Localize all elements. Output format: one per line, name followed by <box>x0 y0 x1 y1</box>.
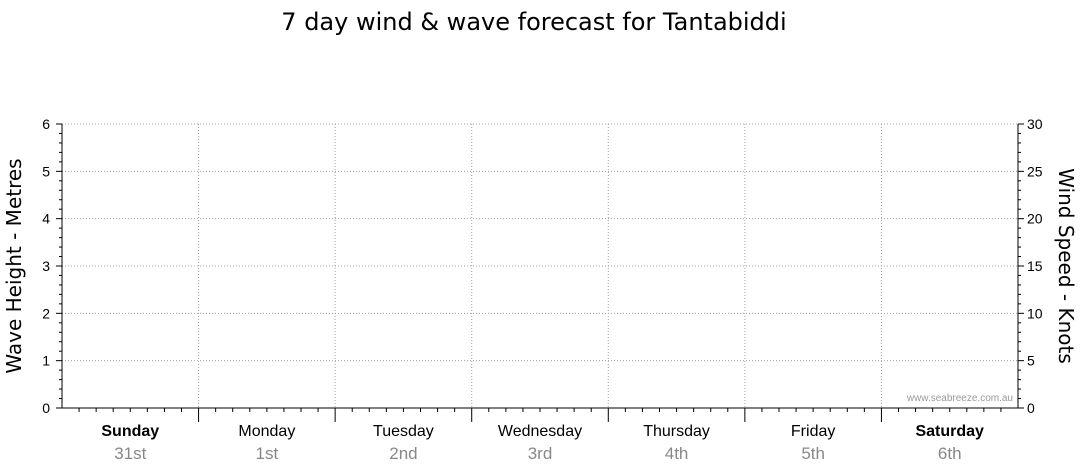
day-name-label: Saturday <box>915 423 984 440</box>
day-name-label: Tuesday <box>373 423 434 440</box>
y-axis-right-label: Wind Speed - Knots <box>1054 168 1078 364</box>
y-right-tick-label: 20 <box>1027 211 1043 227</box>
day-date-label: 31st <box>114 444 146 463</box>
y-right-tick-label: 5 <box>1027 353 1035 369</box>
day-name-label: Monday <box>238 423 295 440</box>
y-left-tick-label: 1 <box>42 353 50 369</box>
grid <box>62 123 1018 408</box>
day-labels: Sunday 31st Monday 1st Tuesday 2nd Wednesday 3r… <box>101 423 984 463</box>
y-left-tick-label: 3 <box>42 258 50 274</box>
day-date-label: 6th <box>938 444 962 463</box>
day-date-label: 3rd <box>528 444 553 463</box>
y-left-tick-label: 6 <box>42 116 50 132</box>
y-left-tick-label: 5 <box>42 163 50 179</box>
watermark: www.seabreeze.com.au <box>906 393 1013 404</box>
y-right-tick-label: 25 <box>1027 163 1043 179</box>
axes <box>56 123 1024 422</box>
y-right-tick-label: 30 <box>1027 116 1043 132</box>
chart-title: 7 day wind & wave forecast for Tantabidd… <box>281 8 786 36</box>
day-name-label: Thursday <box>643 423 710 440</box>
y-right-tick-label: 0 <box>1027 400 1035 416</box>
y-axis-left-label: Wave Height - Metres <box>2 158 26 373</box>
day-date-label: 5th <box>801 444 825 463</box>
ticks: 0 1 2 3 4 5 6 0 5 10 15 20 25 30 <box>42 116 1043 416</box>
day-name-label: Friday <box>791 423 835 440</box>
day-date-label: 1st <box>256 444 279 463</box>
y-right-tick-label: 10 <box>1027 305 1043 321</box>
y-left-tick-label: 4 <box>42 211 50 227</box>
day-name-label: Sunday <box>101 423 159 440</box>
y-left-tick-label: 0 <box>42 400 50 416</box>
y-right-tick-label: 15 <box>1027 258 1043 274</box>
day-date-label: 4th <box>665 444 689 463</box>
day-date-label: 2nd <box>389 444 417 463</box>
y-left-tick-label: 2 <box>42 305 50 321</box>
day-name-label: Wednesday <box>498 423 582 440</box>
